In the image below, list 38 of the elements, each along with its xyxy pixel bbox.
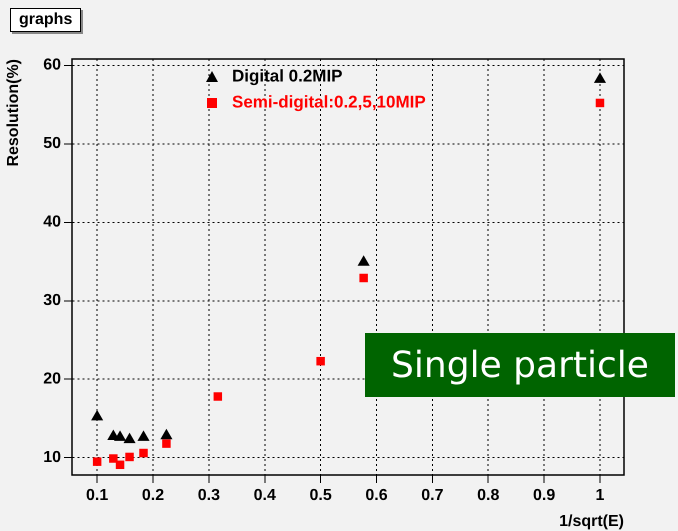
point: [139, 448, 148, 458]
point: [316, 356, 325, 366]
y-tick-label: 40: [43, 214, 62, 231]
x-tick-label: 0.1: [86, 487, 108, 504]
x-tick-label: 0.6: [365, 487, 388, 504]
point: [125, 452, 134, 462]
point: [160, 428, 172, 440]
point: [137, 430, 150, 441]
y-tick-label: 10: [43, 449, 62, 466]
point: [114, 430, 126, 441]
x-tick-label: 0.3: [198, 487, 220, 504]
point: [162, 439, 171, 448]
x-axis-title: 1/sqrt(E): [559, 512, 624, 530]
y-tick-label: 30: [43, 292, 62, 310]
y-tick-label: 50: [43, 135, 62, 152]
point: [92, 457, 102, 466]
annotation: Single particle: [365, 333, 675, 397]
legend-label: Digital 0.2MIP: [232, 66, 343, 86]
point: [91, 410, 104, 420]
legend-label: Semi-digital:0.2,5,10MIP: [232, 92, 426, 112]
x-tick-label: 0.2: [142, 487, 164, 504]
point: [594, 72, 606, 83]
point: [359, 274, 368, 282]
y-tick-label: 20: [43, 370, 62, 388]
y-tick-label: 60: [43, 56, 62, 74]
point: [214, 392, 222, 401]
x-tick-label: 0.9: [532, 487, 556, 504]
point: [358, 255, 370, 266]
x-tick-label: 1: [596, 487, 605, 504]
point: [123, 432, 136, 444]
x-tick-label: 0.8: [477, 487, 500, 504]
chart-title: graphs: [10, 8, 82, 32]
point: [109, 454, 118, 463]
x-tick-label: 0.4: [254, 487, 276, 504]
x-tick-label: 0.5: [310, 487, 332, 504]
point: [116, 460, 124, 470]
x-tick-label: 0.7: [421, 487, 444, 504]
y-axis-title: Resolution(%): [5, 59, 22, 167]
